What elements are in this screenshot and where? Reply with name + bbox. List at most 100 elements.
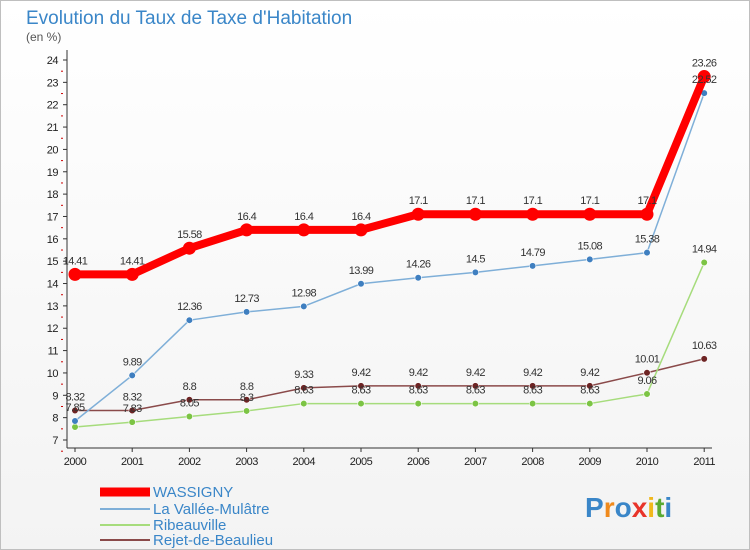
chart-title: Evolution du Taux de Taxe d'Habitation bbox=[26, 8, 352, 29]
data-label: 16.4 bbox=[237, 211, 256, 223]
y-tick-label: 24 bbox=[47, 55, 59, 67]
data-label: 17.1 bbox=[580, 195, 599, 207]
data-point bbox=[71, 423, 79, 431]
data-label: 23.26 bbox=[692, 58, 717, 70]
data-point bbox=[357, 280, 365, 288]
legend-label: Ribeauville bbox=[153, 517, 226, 534]
data-label: 16.4 bbox=[294, 211, 313, 223]
x-tick-label: 2004 bbox=[293, 456, 316, 468]
data-point bbox=[71, 406, 79, 415]
data-label: 13.99 bbox=[349, 265, 374, 277]
axes: 7 8 9 10 11 12 13 14 15 16 17 18 19 20 21 22 23 24 2000 200… bbox=[47, 50, 716, 468]
x-tick-label: 2007 bbox=[464, 456, 487, 468]
data-point bbox=[71, 417, 79, 425]
data-point bbox=[68, 267, 82, 281]
y-tick-label: 16 bbox=[47, 234, 59, 246]
data-point bbox=[414, 399, 422, 408]
data-point bbox=[185, 316, 193, 324]
data-label: 8.32 bbox=[65, 391, 84, 403]
y-tick-label: 12 bbox=[47, 323, 59, 335]
data-point bbox=[185, 412, 193, 421]
data-label: 14.41 bbox=[120, 255, 145, 267]
data-label: 8.8 bbox=[240, 381, 254, 393]
data-label: 9.06 bbox=[637, 375, 656, 387]
data-label: 8.63 bbox=[466, 385, 485, 397]
data-point bbox=[468, 207, 482, 221]
data-point bbox=[586, 399, 594, 408]
legend-label: WASSIGNY bbox=[153, 484, 233, 501]
data-point bbox=[125, 267, 139, 281]
data-point bbox=[697, 70, 711, 84]
data-label: 14.94 bbox=[692, 244, 717, 256]
data-label: 12.36 bbox=[177, 301, 202, 313]
y-tick-label: 21 bbox=[47, 122, 59, 134]
logo-letter: i bbox=[664, 492, 672, 523]
data-label: 10.01 bbox=[635, 354, 660, 366]
data-point bbox=[528, 382, 537, 390]
series-2 bbox=[71, 258, 708, 431]
data-point bbox=[357, 382, 365, 390]
data-point bbox=[471, 268, 480, 276]
data-label: 9.89 bbox=[123, 356, 142, 368]
x-tick-label: 2008 bbox=[521, 456, 544, 468]
data-point bbox=[182, 241, 196, 255]
x-tick-label: 2010 bbox=[636, 456, 659, 468]
data-label: 8.32 bbox=[123, 391, 142, 403]
data-point bbox=[471, 382, 480, 390]
data-label: 8.63 bbox=[580, 385, 599, 397]
data-label: 9.42 bbox=[523, 367, 542, 379]
data-point bbox=[357, 399, 365, 408]
x-tick-label: 2006 bbox=[407, 456, 430, 468]
series-1 bbox=[71, 89, 708, 425]
data-label: 17.1 bbox=[637, 195, 656, 207]
data-label: 17.1 bbox=[523, 195, 542, 207]
x-tick-label: 2011 bbox=[693, 456, 715, 468]
data-label: 15.58 bbox=[177, 229, 202, 241]
y-tick-label: 15 bbox=[47, 256, 59, 268]
data-point bbox=[300, 399, 308, 408]
logo-letter: P bbox=[585, 492, 604, 523]
legend-label: Rejet-de-Beaulieu bbox=[153, 532, 273, 549]
data-label: 8.3 bbox=[240, 392, 254, 404]
data-label: 14.26 bbox=[406, 259, 431, 271]
x-tick-label: 2009 bbox=[579, 456, 602, 468]
y-tick-label: 23 bbox=[47, 77, 59, 89]
series-line bbox=[74, 358, 705, 412]
data-label: 9.42 bbox=[409, 367, 428, 379]
logo-letter: o bbox=[615, 492, 632, 523]
data-point bbox=[526, 207, 540, 221]
data-point bbox=[243, 308, 251, 316]
x-tick-label: 2001 bbox=[121, 456, 144, 468]
series-0 bbox=[68, 70, 711, 281]
y-tick-label: 10 bbox=[47, 368, 59, 380]
data-label: 9.42 bbox=[351, 367, 370, 379]
data-point bbox=[586, 255, 594, 263]
y-tick-label: 22 bbox=[47, 100, 59, 112]
data-label: 14.79 bbox=[520, 247, 545, 259]
x-tick-label: 2005 bbox=[350, 456, 373, 468]
data-label: 7.83 bbox=[123, 403, 142, 415]
data-point bbox=[414, 274, 422, 282]
data-label: 8.8 bbox=[183, 381, 197, 393]
data-point bbox=[643, 369, 651, 377]
data-label: 15.38 bbox=[635, 234, 660, 246]
data-label: 15.08 bbox=[578, 240, 603, 252]
x-tick-label: 2000 bbox=[64, 456, 87, 468]
y-tick-label: 19 bbox=[47, 167, 59, 179]
data-label: 9.33 bbox=[294, 369, 313, 381]
logo-letter: i bbox=[647, 492, 655, 523]
data-point bbox=[471, 399, 480, 408]
series-3 bbox=[71, 355, 708, 415]
x-tick-label: 2002 bbox=[178, 456, 201, 468]
data-point bbox=[528, 399, 537, 408]
data-point bbox=[128, 371, 136, 380]
logo-letter: x bbox=[632, 492, 648, 523]
data-point bbox=[243, 396, 251, 404]
data-point bbox=[128, 406, 136, 415]
proxiti-logo: Proxiti bbox=[585, 492, 672, 523]
logo-letter: r bbox=[604, 492, 615, 523]
y-tick-label: 7 bbox=[52, 435, 58, 447]
data-label: 17.1 bbox=[466, 195, 485, 207]
